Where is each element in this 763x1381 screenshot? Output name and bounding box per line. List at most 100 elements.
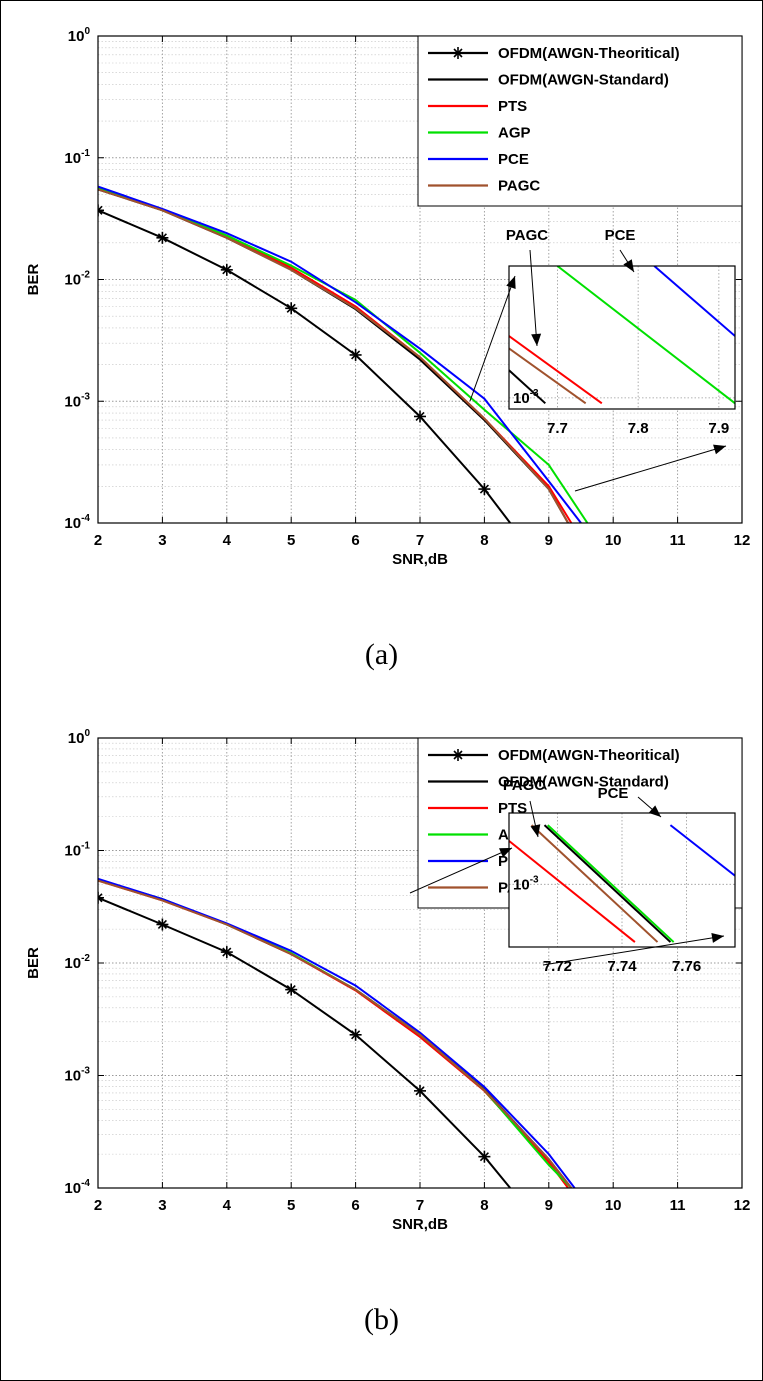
chart-0-series-marker	[349, 348, 362, 361]
chart-0-x-tick-label-1: 3	[158, 532, 166, 549]
chart-0-x-tick-label-10: 12	[734, 532, 751, 549]
chart-1-inset-lines	[509, 824, 735, 943]
chart-0-x-tick-label-5: 7	[416, 532, 424, 549]
chart-0-legend-marker	[452, 47, 464, 59]
chart-1-series-marker	[414, 1084, 426, 1097]
chart-1-series-marker	[156, 918, 169, 931]
chart-0-legend-label-3: AGP	[498, 125, 531, 142]
chart-1-x-tick-label-8: 10	[605, 1197, 622, 1214]
chart-1-inset: 7.72 7.74 7.76 10-3	[508, 812, 736, 975]
chart-1-y-tick-label-0: 100	[68, 728, 91, 747]
chart-1-legend-marker	[452, 749, 464, 761]
chart-1-x-tick-label-7: 9	[545, 1197, 553, 1214]
chart-1-y-tick-label-3: 10-3	[64, 1066, 90, 1085]
chart-1-series	[98, 877, 576, 1188]
chart-0-legend: OFDM(AWGN-Theoritical) OFDM(AWGN-Standard…	[417, 35, 743, 207]
chart-1-inset-line-1	[530, 824, 659, 943]
chart-1-annotation-pagc: PAGC	[503, 777, 545, 794]
chart-0-inset-box	[508, 265, 736, 410]
chart-1-series-marker	[285, 983, 298, 996]
chart-0-x-tick-label-2: 4	[223, 532, 232, 549]
chart-0-legend-label-0: OFDM(AWGN-Theoritical)	[498, 45, 680, 62]
chart-0-inset-line-2	[509, 335, 603, 405]
chart-1-inset-y-tick-label: 10-3	[513, 874, 539, 893]
caption-b: (b)	[364, 1303, 399, 1336]
chart-1-x-tick-label-5: 7	[416, 1197, 424, 1214]
chart-0-x-axis-label: SNR,dB	[392, 551, 448, 568]
chart-1-zoom-arrow-0	[409, 847, 513, 894]
chart-1-x-tick-label-0: 2	[94, 1197, 102, 1214]
chart-0-x-tick-label-7: 9	[545, 532, 553, 549]
chart-0-series-line-0	[98, 209, 511, 523]
chart-0-x-tick-label-9: 11	[670, 532, 686, 549]
chart-0-legend-label-2: PTS	[498, 98, 527, 115]
chart-1-zoom-arrow-3	[637, 796, 662, 818]
chart-1-x-tick-label-10: 12	[734, 1197, 751, 1214]
chart-0-zoom-arrow-3	[619, 249, 635, 273]
chart-1-x-tick-label-4: 6	[351, 1197, 359, 1214]
chart-1-series-marker	[98, 891, 104, 904]
chart-0-x-tick-label-3: 5	[287, 532, 295, 549]
chart-0-legend-label-4: PCE	[498, 151, 529, 168]
chart-1-legend-label-1: OFDM(AWGN-Standard)	[498, 774, 669, 791]
chart-1-series-line-5	[98, 879, 573, 1188]
chart-0-x-tick-label-4: 6	[351, 532, 359, 549]
chart-1-inset-x-tick-label-1: 7.74	[607, 958, 637, 975]
chart-0-series-marker	[220, 263, 233, 276]
chart-0-legend-label-1: OFDM(AWGN-Standard)	[498, 72, 669, 89]
chart-0-inset-line-0	[509, 369, 546, 405]
chart-0-y-axis-label: BER	[25, 263, 42, 295]
chart-1-series-line-4	[98, 877, 576, 1188]
chart-0-y-tick-label-0: 100	[68, 26, 91, 45]
chart-0-series-marker	[478, 483, 491, 496]
chart-0-inset-x-tick-label-1: 7.8	[628, 420, 649, 437]
chart-0-inset-y-tick-label: 10-3	[513, 388, 539, 407]
chart-0-series-marker	[285, 302, 298, 315]
chart-1-series-marker	[478, 1150, 491, 1163]
chart-1-y-tick-label-2: 10-2	[64, 953, 90, 972]
chart-0-inset-lines	[509, 266, 735, 405]
chart-1-y-tick-label-4: 10-4	[64, 1178, 90, 1197]
chart-0-x-tick-label-0: 2	[94, 532, 102, 549]
chart-1-x-tick-label-2: 4	[223, 1197, 232, 1214]
chart-0-series-marker	[98, 204, 104, 217]
chart-1-inset-line-3	[547, 824, 675, 943]
chart-0-series-marker	[414, 410, 426, 423]
chart-1-x-tick-label-9: 11	[670, 1197, 686, 1214]
chart-0-group: 2 3 4 5 6 7 8 9 10 11 12 100 10-1 10-2 10-3 10-4 SNR,dB B…	[25, 26, 750, 568]
chart-0-series-line-5	[98, 188, 569, 523]
chart-0-inset-line-4	[653, 266, 735, 337]
chart-1-legend-label-0: OFDM(AWGN-Theoritical)	[498, 747, 680, 764]
chart-1-y-axis-label: BER	[25, 947, 42, 979]
chart-0-legend-label-5: PAGC	[498, 178, 540, 195]
chart-0-inset: 7.7 7.8 7.9 10-3	[508, 265, 736, 437]
chart-1-zoom-arrow-1	[542, 932, 725, 966]
chart-0-y-tick-label-2: 10-2	[64, 270, 90, 289]
chart-0-y-tick-label-4: 10-4	[64, 513, 90, 532]
chart-1-series-marker	[349, 1028, 362, 1041]
chart-1-group: 2 3 4 5 6 7 8 9 10 11 12 100 10-1 10-2 10-3 10-4 SNR,dB B…	[25, 728, 750, 1233]
chart-0-inset-line-1	[509, 347, 587, 405]
chart-1-x-axis-label: SNR,dB	[392, 1216, 448, 1233]
chart-1-annotation-pce: PCE	[598, 785, 629, 802]
chart-1-inset-x-tick-label-0: 7.72	[543, 958, 572, 975]
chart-0-series-line-4	[98, 185, 582, 523]
chart-1-inset-line-4	[669, 824, 735, 877]
chart-0-y-tick-label-1: 10-1	[64, 148, 90, 167]
chart-0-zoom-arrow-1	[574, 444, 727, 492]
chart-1-series-line-0	[98, 896, 511, 1188]
chart-0-inset-x-tick-label-0: 7.7	[547, 420, 568, 437]
chart-0-zoom-arrow-2	[529, 249, 542, 347]
chart-0-inset-x-tick-label-2: 7.9	[708, 420, 729, 437]
chart-0-series-marker	[156, 231, 169, 244]
chart-0-legend-box	[417, 35, 743, 207]
chart-0-zoom-arrow-0	[469, 275, 516, 402]
chart-1-inset-x-tick-label-2: 7.76	[672, 958, 701, 975]
chart-1-inset-line-0	[509, 840, 636, 943]
chart-1-x-tick-label-3: 5	[287, 1197, 295, 1214]
chart-1-x-tick-label-6: 8	[480, 1197, 488, 1214]
chart-1-inset-box	[508, 812, 736, 948]
chart-0-y-tick-label-3: 10-3	[64, 391, 90, 410]
chart-1-inset-line-2	[543, 824, 672, 943]
